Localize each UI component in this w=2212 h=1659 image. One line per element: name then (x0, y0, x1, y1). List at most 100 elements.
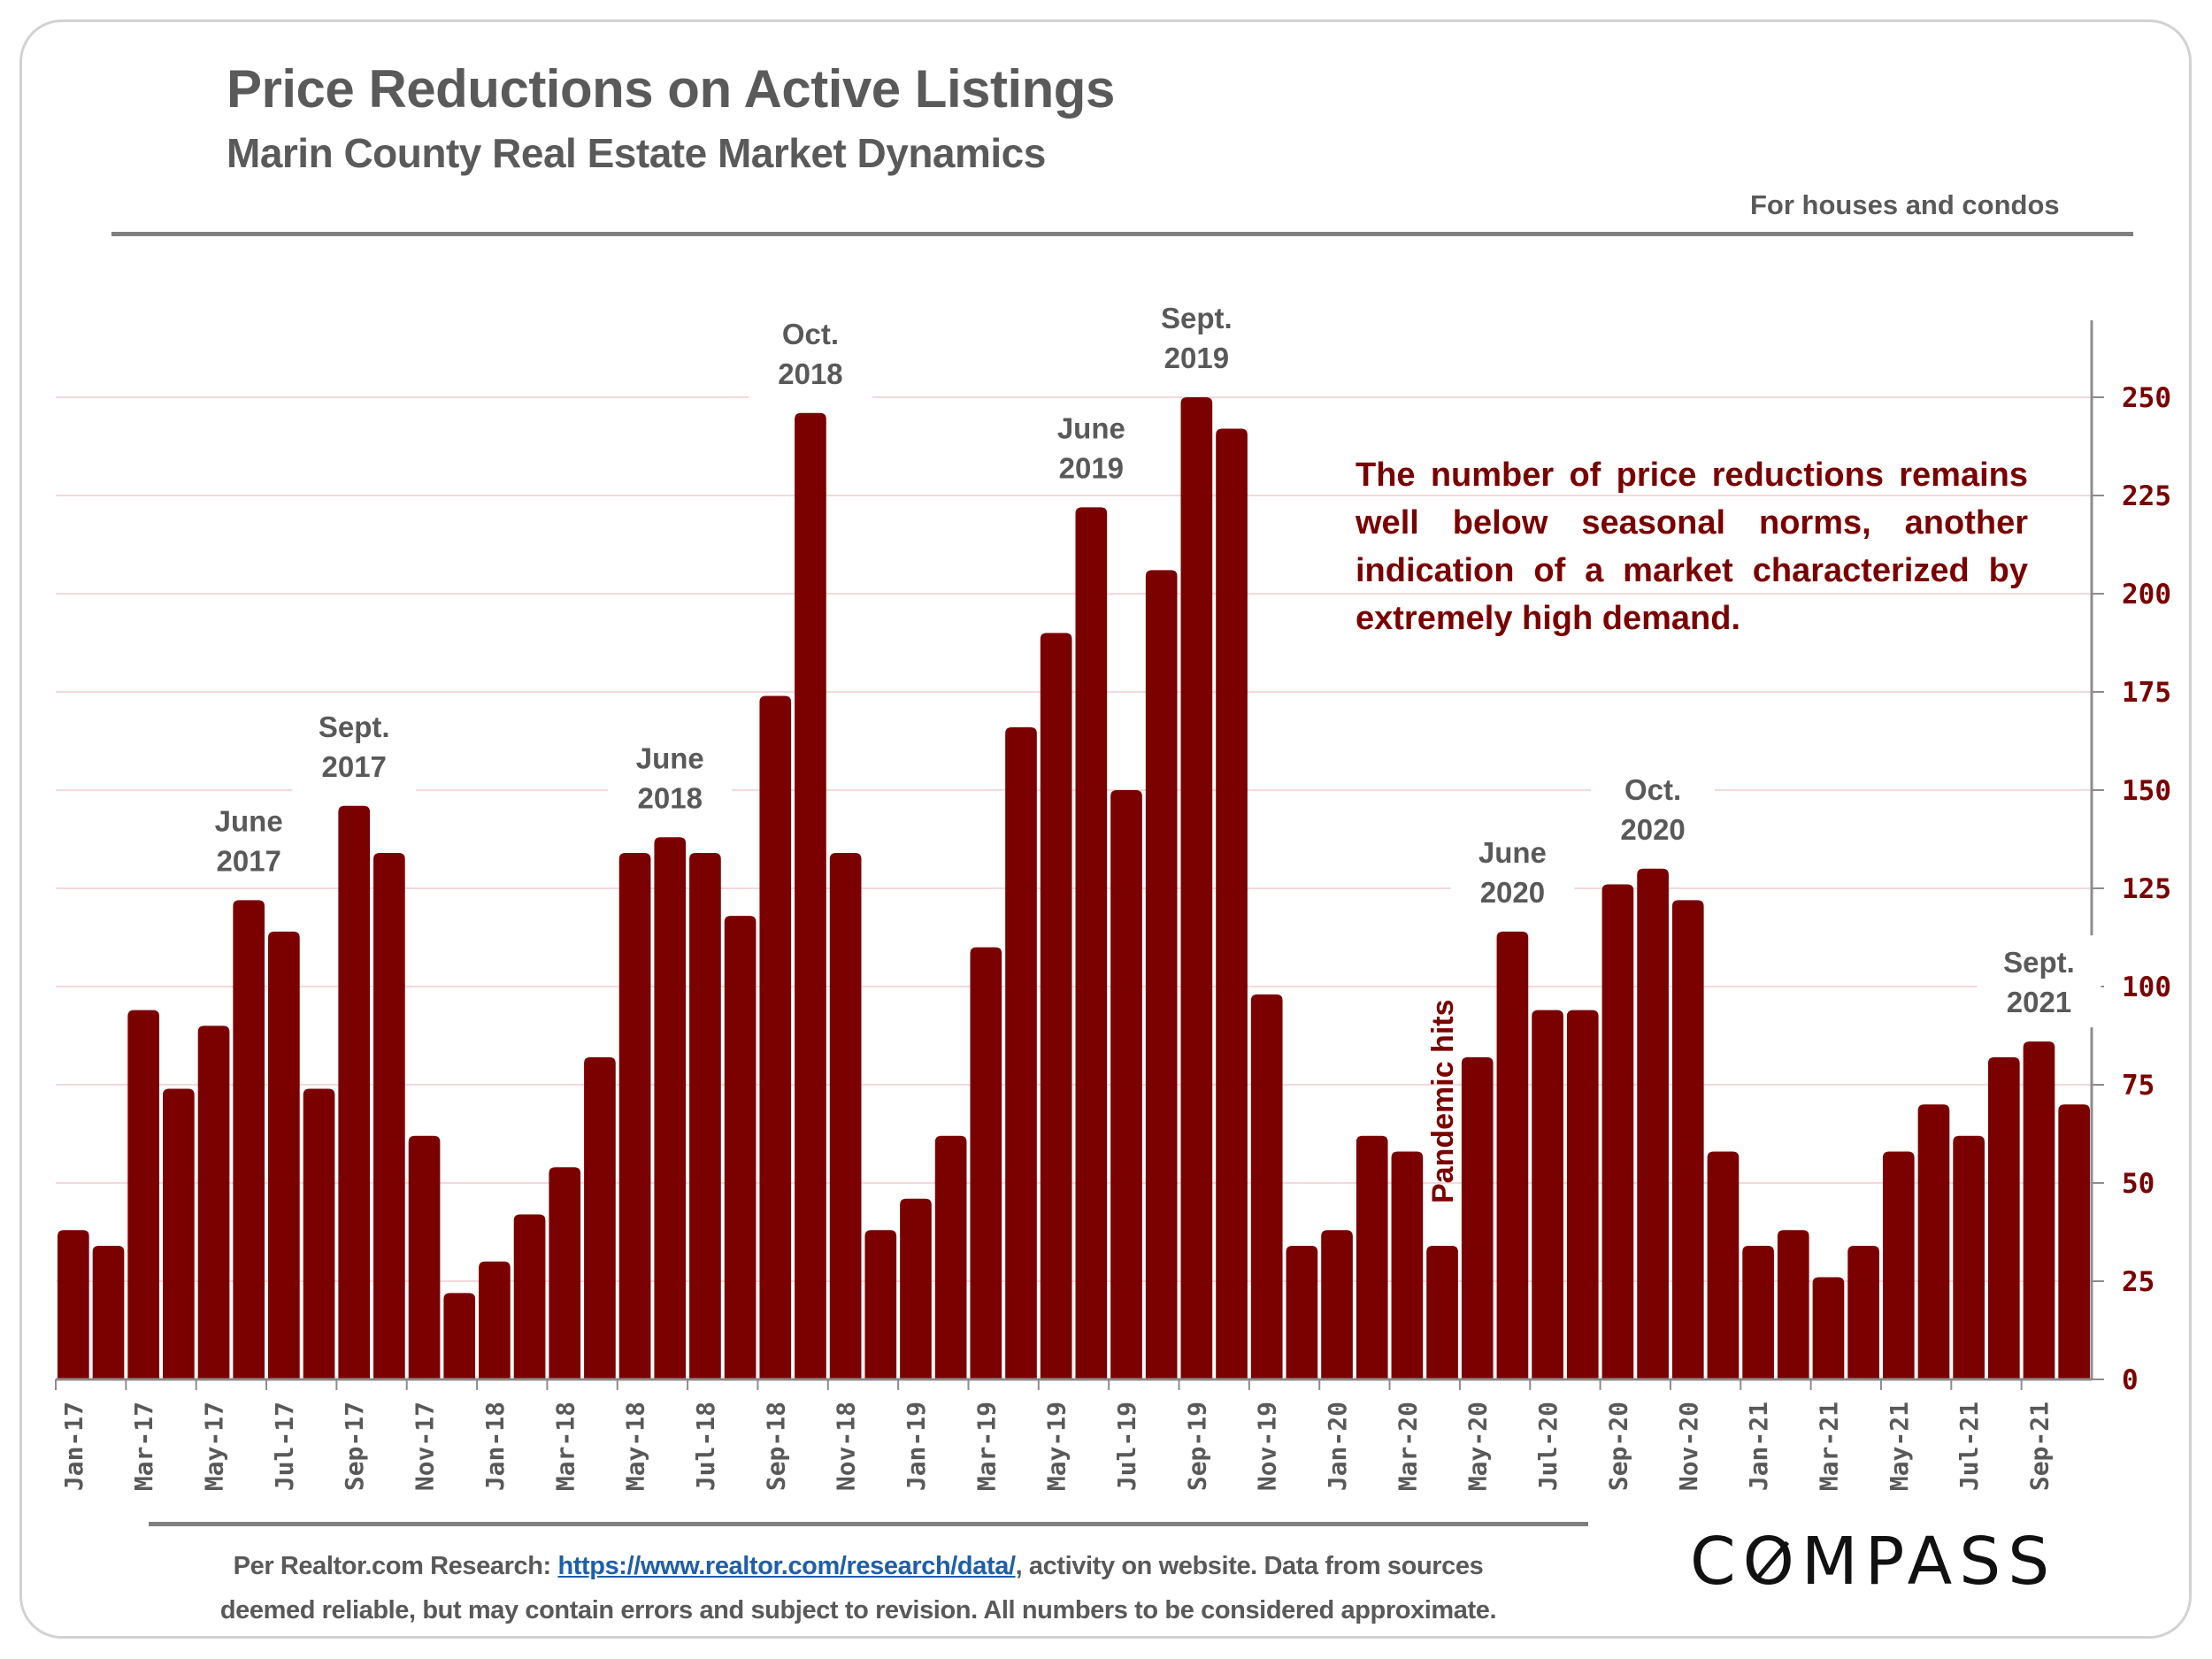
source-prefix: Per Realtor.com Research: (233, 1552, 558, 1580)
x-tick-label: Jul-19 (1112, 1402, 1141, 1491)
header-divider (111, 232, 2133, 236)
x-tick-label: Jan-21 (1744, 1402, 1773, 1491)
x-tick-label: Nov-17 (411, 1402, 440, 1491)
x-tick-label: Jan-17 (59, 1402, 88, 1491)
bar-feb-20 (1356, 1135, 1388, 1379)
logo-letters: MPASS (1801, 1524, 2057, 1600)
x-tick-label: Jul-20 (1533, 1402, 1563, 1491)
x-tick-label: Sep-19 (1182, 1402, 1211, 1491)
annotation-year: 2020 (1480, 876, 1545, 909)
bar-oct-20 (1637, 868, 1669, 1379)
bar-jul-21 (1953, 1135, 1985, 1379)
chart-title: Price Reductions on Active Listings (227, 59, 1115, 119)
bar-apr-19 (1005, 726, 1037, 1379)
x-tick-label: Mar-19 (972, 1402, 1001, 1491)
bar-jan-18 (479, 1261, 511, 1379)
bar-feb-19 (934, 1135, 967, 1379)
bar-jul-20 (1532, 1010, 1563, 1379)
y-tick-label: 200 (2122, 579, 2171, 611)
annotation-year: 2018 (778, 357, 842, 390)
annotation-month: June (636, 741, 704, 774)
footer-divider (149, 1522, 1588, 1526)
bar-mar-17 (127, 1010, 160, 1379)
bar-sep-19 (1180, 397, 1213, 1379)
annotation-month: June (215, 804, 283, 837)
bar-may-20 (1461, 1056, 1494, 1379)
annotation-month: Oct. (782, 318, 839, 350)
bar-mar-21 (1812, 1277, 1845, 1379)
bar-feb-17 (92, 1246, 125, 1379)
bar-aug-19 (1145, 570, 1178, 1379)
annotation-backdrop (748, 306, 872, 399)
x-tick-label: Jan-19 (902, 1402, 931, 1491)
y-tick-label: 75 (2122, 1070, 2154, 1102)
x-tick-label: Sep-21 (2024, 1402, 2054, 1491)
x-tick-label: Nov-18 (832, 1402, 861, 1491)
source-suffix: , activity on website. Data from sources (1015, 1552, 1484, 1580)
x-tick-label: Jan-20 (1323, 1402, 1352, 1491)
bar-sep-18 (759, 695, 792, 1379)
x-tick-label: May-18 (621, 1402, 650, 1491)
chart-subtitle: Marin County Real Estate Market Dynamics (227, 130, 1046, 176)
bar-mar-18 (549, 1167, 581, 1379)
bar-dec-18 (864, 1230, 897, 1379)
annotation-backdrop (1591, 762, 1716, 855)
bar-dec-20 (1707, 1151, 1740, 1379)
bar-jun-17 (233, 900, 265, 1379)
source-note: Per Realtor.com Research: https://www.re… (133, 1544, 1584, 1632)
annotation-year: 2019 (1164, 342, 1229, 374)
bar-oct-17 (373, 853, 405, 1379)
bar-nov-17 (408, 1135, 441, 1379)
bar-apr-18 (584, 1056, 616, 1379)
x-tick-label: Mar-17 (129, 1402, 158, 1491)
x-tick-label: May-17 (200, 1402, 229, 1491)
annotation-month: June (1057, 411, 1125, 444)
compass-logo: COMPASS (1690, 1524, 2056, 1600)
source-link[interactable]: https://www.realtor.com/research/data/ (557, 1552, 1016, 1580)
bar-apr-17 (163, 1088, 195, 1379)
bar-jun-20 (1496, 931, 1529, 1379)
annotation-year: 2017 (322, 750, 387, 783)
y-tick-label: 25 (2122, 1266, 2154, 1298)
scope-note: For houses and condos (1750, 189, 2060, 220)
bar-jan-19 (900, 1198, 932, 1379)
bar-dec-17 (443, 1293, 476, 1379)
y-tick-label: 150 (2122, 775, 2171, 807)
bar-may-19 (1040, 633, 1072, 1379)
bar-oct-21 (2058, 1104, 2090, 1379)
bar-apr-21 (1847, 1246, 1879, 1379)
x-tick-label: Mar-20 (1393, 1402, 1422, 1491)
bar-jul-18 (689, 853, 721, 1379)
x-tick-label: Sep-17 (340, 1402, 369, 1491)
y-tick-label: 100 (2122, 972, 2171, 1003)
logo-letter: C (1690, 1524, 1743, 1600)
logo-slashed-o-icon: O (1742, 1524, 1801, 1600)
annotation-backdrop (1134, 291, 1259, 383)
bar-sep-17 (338, 805, 371, 1379)
bar-jan-20 (1321, 1230, 1353, 1379)
annotation-month: June (1479, 836, 1547, 869)
bar-jan-17 (58, 1230, 89, 1379)
bar-jan-21 (1742, 1246, 1774, 1379)
bar-oct-18 (795, 412, 826, 1379)
y-axis: 0 25 50 75 100 125 150 175 200 225 250 (2090, 320, 2171, 1396)
bar-jun-21 (1917, 1104, 1950, 1379)
bar-sep-20 (1601, 884, 1634, 1379)
annotation-backdrop (1029, 401, 1154, 494)
bar-aug-17 (303, 1088, 335, 1379)
bar-mar-20 (1391, 1151, 1424, 1379)
event-marker: Pandemic hits (1426, 999, 1460, 1203)
bar-aug-21 (1987, 1056, 2020, 1379)
x-tick-label: May-20 (1463, 1402, 1493, 1491)
x-tick-label: Jul-18 (691, 1402, 720, 1491)
bar-dec-19 (1286, 1246, 1318, 1379)
bar-may-17 (197, 1025, 230, 1379)
y-tick-label: 250 (2122, 382, 2171, 414)
bar-mar-19 (970, 947, 1002, 1379)
annotation-month: Sept. (1161, 302, 1233, 334)
bar-sep-21 (2023, 1041, 2055, 1379)
annotation-backdrop (1450, 825, 1575, 918)
y-tick-label: 175 (2122, 677, 2171, 709)
y-tick-label: 125 (2122, 873, 2171, 905)
